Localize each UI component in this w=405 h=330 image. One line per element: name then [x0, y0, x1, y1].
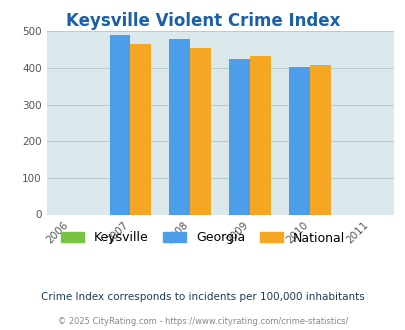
Bar [190, 48, 211, 214]
Text: Crime Index corresponds to incidents per 100,000 inhabitants: Crime Index corresponds to incidents per… [41, 292, 364, 302]
Bar [249, 56, 271, 214]
Text: © 2025 CityRating.com - https://www.cityrating.com/crime-statistics/: © 2025 CityRating.com - https://www.city… [58, 317, 347, 326]
Text: Keysville Violent Crime Index: Keysville Violent Crime Index [66, 12, 339, 30]
Bar [229, 59, 249, 214]
Bar [169, 39, 190, 214]
Bar [130, 44, 151, 214]
Bar [309, 65, 330, 214]
Legend: Keysville, Georgia, National: Keysville, Georgia, National [56, 226, 349, 249]
Bar [109, 35, 130, 214]
Bar [288, 67, 309, 214]
